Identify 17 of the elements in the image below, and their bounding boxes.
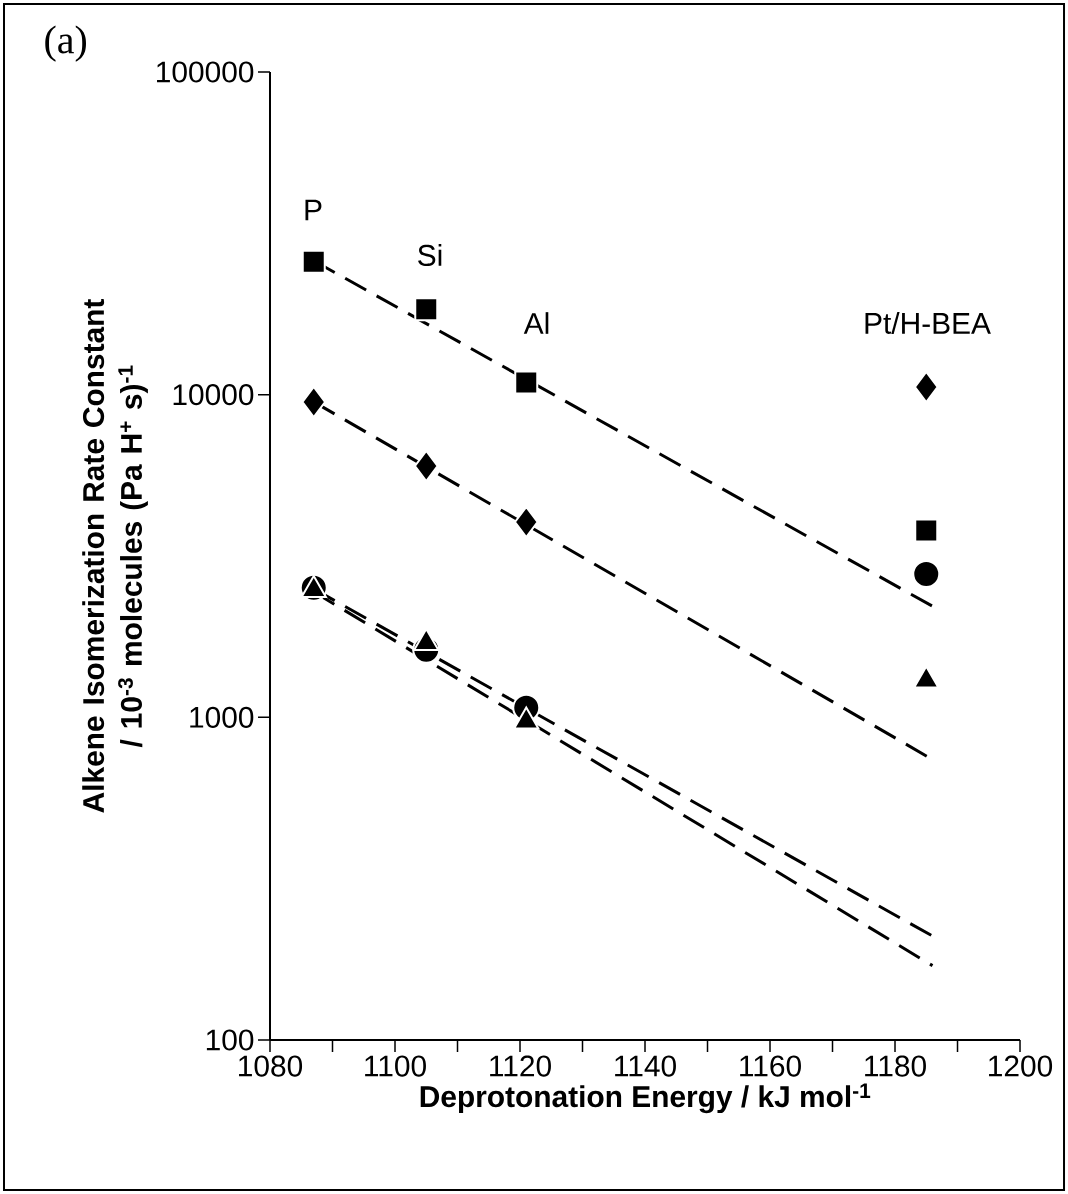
annotation: P [305, 199, 322, 221]
annotation: Al [523, 312, 549, 334]
x-tick-label: 1160 [740, 1055, 801, 1077]
y-tick-label: 100000 [157, 61, 254, 83]
x-tick-label: 1140 [615, 1055, 676, 1077]
x-tick-label: 1120 [490, 1055, 551, 1077]
y-tick-label: 1000 [190, 706, 254, 728]
annotation: Si [418, 244, 442, 266]
annotation: Pt/H-BEA [865, 312, 991, 334]
text: Deprotonation Energy / kJ mol$^{-1}$ [420, 1083, 871, 1114]
y-tick-label: 100 [206, 1029, 254, 1051]
x-tick-label: 1080 [239, 1055, 303, 1077]
y-tick-label: 10000 [173, 384, 254, 406]
x-tick-label: 1200 [989, 1055, 1053, 1077]
x-tick-label: 1100 [365, 1055, 426, 1077]
text: (a) [45, 25, 86, 62]
x-tick-label: 1180 [865, 1055, 926, 1077]
